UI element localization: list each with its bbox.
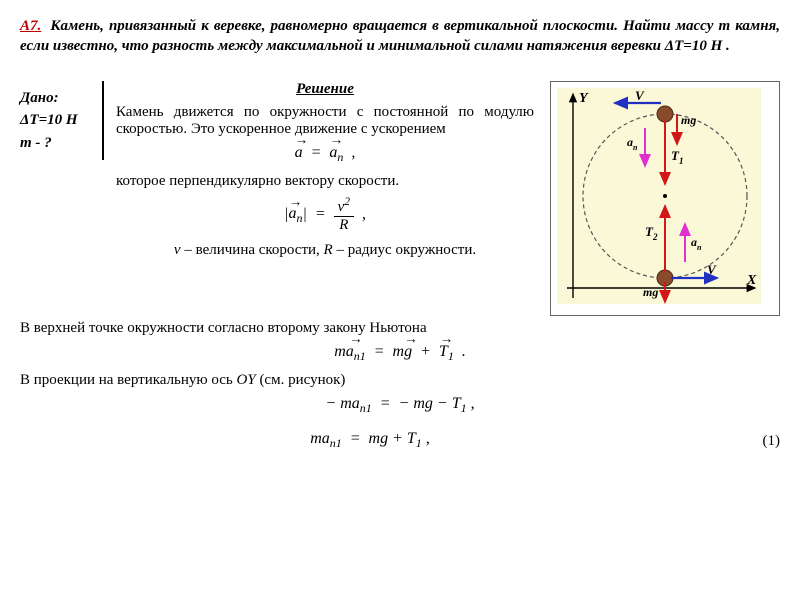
solution-p1: Камень движется по окружности с постоянн… [116, 104, 534, 138]
given-title: Дано: [20, 90, 59, 106]
top-ball [657, 106, 673, 122]
center-dot [663, 194, 667, 198]
solution-p5: В проекции на вертикальную ось OY (см. р… [20, 372, 780, 389]
y-label: Y [579, 91, 589, 106]
solution-p3: v – величина скорости, R – радиус окружн… [116, 242, 534, 259]
equation-centripetal: |an| = v2 R , [116, 196, 534, 234]
solution-p4: В верхней точке окружности согласно втор… [20, 320, 780, 337]
solution-row: Дано: ΔT=10 Н m - ? Решение Камень движе… [20, 81, 780, 316]
physics-diagram-svg: Y X V mg T1 an T2 an [557, 88, 761, 304]
x-label: X [746, 273, 757, 288]
solution-p2: которое перпендикулярно вектору скорости… [116, 173, 534, 190]
diagram: Y X V mg T1 an T2 an [550, 81, 780, 316]
mg-bottom-label: mg [643, 285, 658, 299]
given-line1: ΔT=10 Н [20, 112, 78, 128]
given-block: Дано: ΔT=10 Н m - ? [20, 81, 104, 161]
problem-label: А7. [20, 18, 41, 34]
equation-number-1: (1) [720, 433, 780, 450]
equation-newton-top: man1 = mg + T1 . [20, 343, 780, 364]
solution-column: Решение Камень движется по окружности с … [116, 81, 544, 259]
problem-statement: А7. Камень, привязанный к веревке, равно… [20, 16, 780, 57]
solution-title: Решение [116, 81, 534, 98]
v-top-label: V [635, 88, 645, 103]
equation-acc: a = an , [116, 144, 534, 165]
equation-proj-pos: man1 = mg + T1 , [20, 430, 720, 451]
v-bottom-label: V [707, 262, 717, 277]
given-line2: m - ? [20, 135, 52, 151]
equation-proj-pos-row: man1 = mg + T1 , (1) [20, 424, 780, 459]
problem-body: Камень, привязанный к веревке, равномерн… [20, 18, 780, 54]
equation-proj-neg: − man1 = − mg − T1 , [20, 395, 780, 416]
mg-top-label: mg [681, 113, 696, 127]
